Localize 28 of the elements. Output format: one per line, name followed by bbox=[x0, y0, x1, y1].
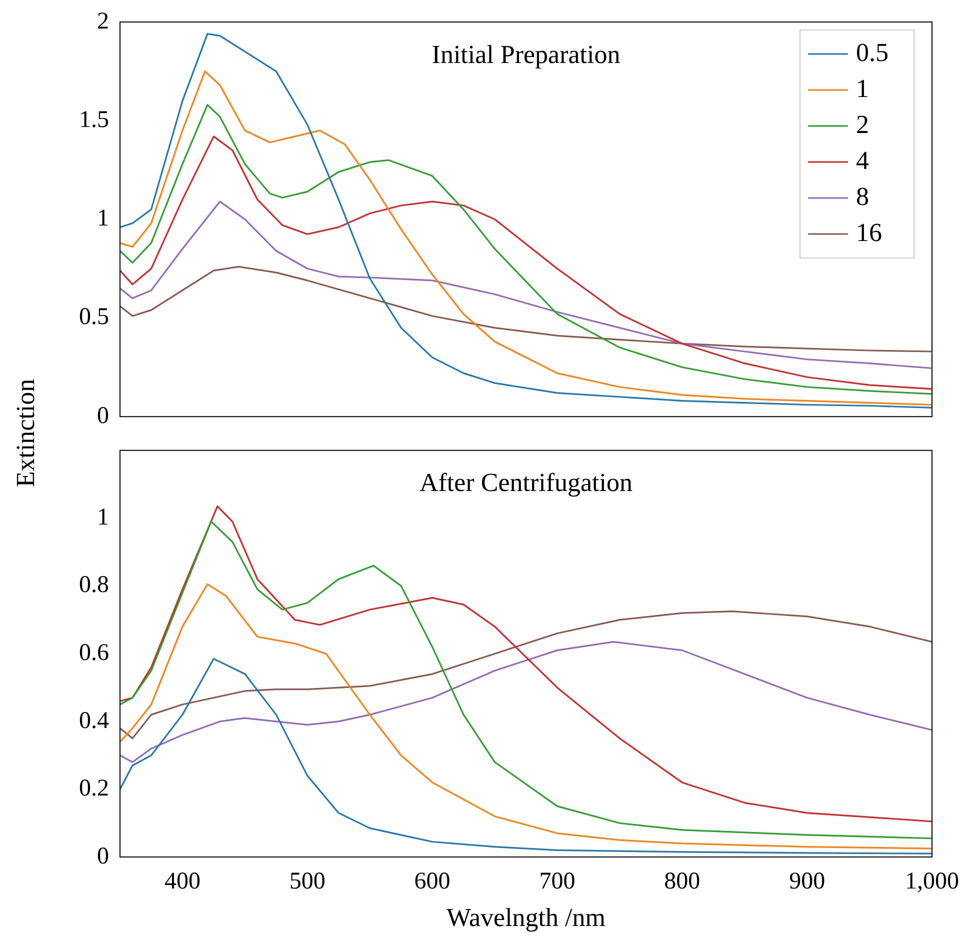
x-tick-label: 400 bbox=[164, 868, 200, 895]
y-tick-label: 0 bbox=[97, 843, 109, 870]
x-tick-label: 800 bbox=[664, 868, 700, 895]
x-tick-label: 900 bbox=[789, 868, 826, 895]
text: Initial Preparation bbox=[432, 40, 620, 69]
y-tick-label: 0.8 bbox=[79, 572, 109, 598]
legend-label: 8 bbox=[856, 182, 869, 211]
text: After Centrifugation bbox=[420, 468, 632, 498]
y-tick-label: 0.6 bbox=[79, 640, 109, 666]
x-tick-label: 1,000 bbox=[905, 868, 959, 895]
y-tick-label: 1 bbox=[97, 206, 109, 232]
legend-label: 4 bbox=[856, 146, 869, 175]
y-tick-label: 0.2 bbox=[79, 776, 109, 802]
y-tick-label: 0.5 bbox=[79, 304, 109, 330]
x-tick-label: 700 bbox=[539, 868, 576, 895]
x-tick-label: 500 bbox=[289, 868, 326, 895]
x-tick-label: 600 bbox=[414, 868, 450, 895]
legend-label: 2 bbox=[856, 110, 869, 139]
legend-label: 16 bbox=[856, 218, 882, 247]
x-axis-title: Wavelngth /nm bbox=[446, 903, 606, 932]
y-tick-label: 1 bbox=[97, 504, 109, 530]
y-tick-label: 1.5 bbox=[79, 106, 109, 133]
legend-label: 0.5 bbox=[856, 38, 888, 67]
y-tick-label: 0 bbox=[97, 402, 109, 429]
legend-label: 1 bbox=[856, 74, 869, 103]
y-axis-title: Extinction bbox=[11, 378, 41, 488]
y-tick-label: 0.4 bbox=[79, 708, 109, 734]
y-tick-label: 2 bbox=[97, 8, 109, 34]
